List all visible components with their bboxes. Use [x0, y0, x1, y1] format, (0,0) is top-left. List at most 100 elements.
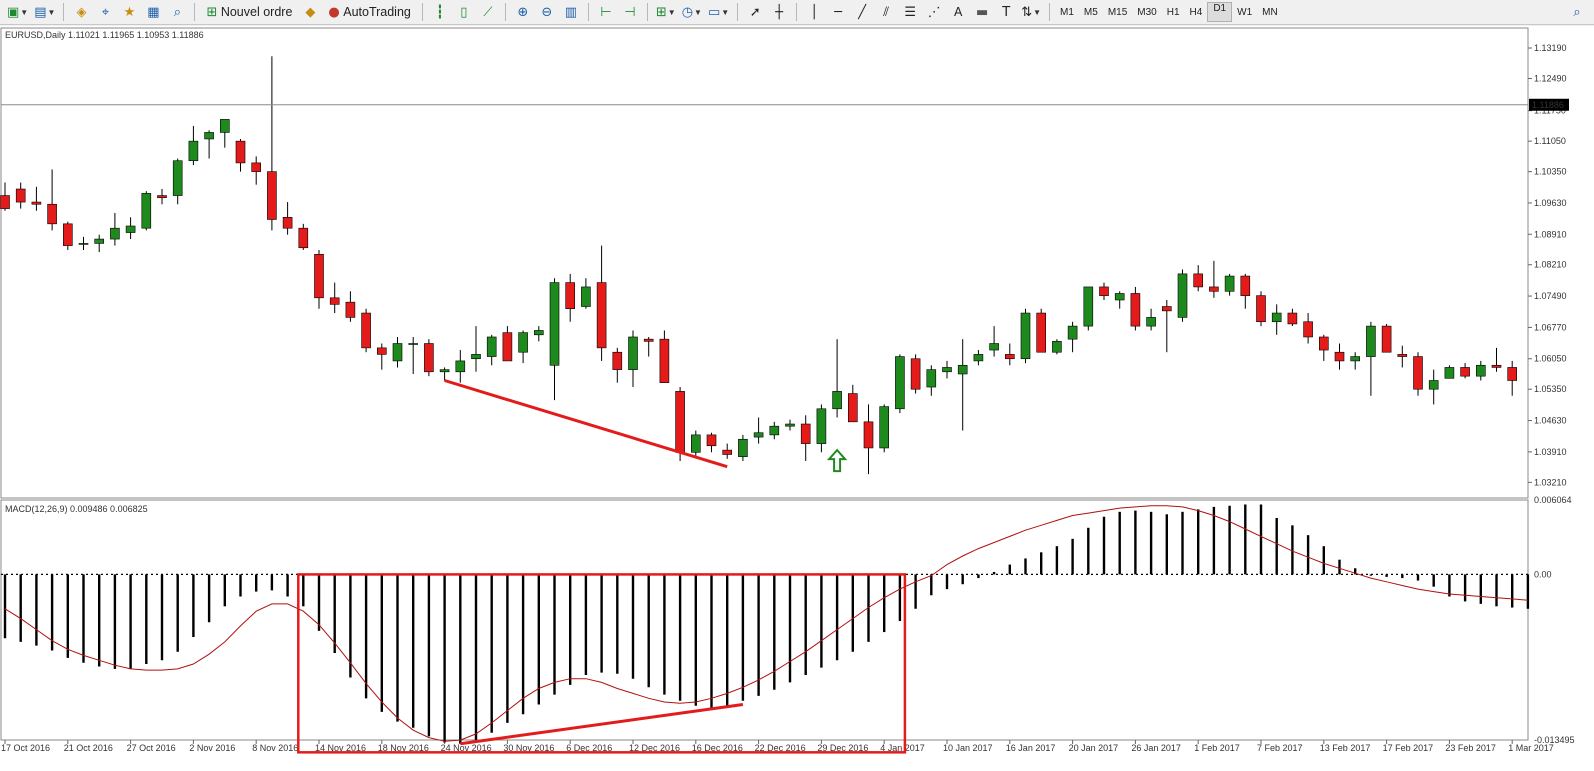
- bar-chart-button[interactable]: ┇: [429, 1, 451, 23]
- main-toolbar: ▣ ▼ ▤ ▼ ◈ ⌖ ★ ▦ ⌕ ⊞ Nouvel ordre ◆ ● AutoT…: [0, 0, 1594, 25]
- star-folder-icon: ★: [123, 4, 136, 20]
- trendline-button[interactable]: ╱: [851, 1, 873, 23]
- candle: [345, 291, 356, 322]
- timeframe-h1[interactable]: H1: [1166, 6, 1180, 18]
- chart-canvas[interactable]: 1.131901.124901.117501.110501.103501.096…: [0, 26, 1594, 771]
- candle: [1334, 343, 1345, 370]
- text-box-button[interactable]: T: [995, 1, 1017, 23]
- chart-window[interactable]: 1.131901.124901.117501.110501.103501.096…: [0, 26, 1594, 771]
- text-tool-button[interactable]: A: [947, 1, 969, 23]
- timeframe-m30[interactable]: M30: [1137, 6, 1157, 18]
- candle: [659, 330, 670, 383]
- equidistant-channel-button[interactable]: ⫽: [875, 1, 897, 23]
- auto-scroll-icon: ⊢: [600, 4, 612, 20]
- date-tick-label: 7 Feb 2017: [1257, 743, 1303, 753]
- vertical-line-icon: │: [810, 4, 819, 20]
- candle-body: [643, 338, 654, 342]
- candle-body: [910, 358, 921, 390]
- candle-body: [1381, 325, 1392, 353]
- crosshair-icon: ┼: [775, 4, 784, 20]
- candle-body: [502, 332, 513, 362]
- indicators-icon: ⊞: [655, 4, 667, 20]
- arrows-icon: ⇅: [1021, 4, 1033, 20]
- price-tick-label: 1.05350: [1534, 384, 1567, 394]
- date-tick-label: 13 Feb 2017: [1320, 743, 1371, 753]
- candle-body: [15, 188, 26, 203]
- auto-scroll-button[interactable]: ⊢: [595, 1, 617, 23]
- line-chart-button[interactable]: ⟋: [477, 1, 499, 23]
- fibonacci-fan-icon: ⋰: [927, 4, 941, 20]
- templates-button[interactable]: ▭ ▼: [707, 4, 730, 20]
- candle: [172, 158, 183, 205]
- timeframe-d1[interactable]: D1: [1207, 2, 1233, 22]
- new-order-button[interactable]: ⊞ Nouvel ordre: [201, 1, 297, 23]
- candle: [1177, 269, 1188, 322]
- candle: [1271, 304, 1282, 335]
- chart-shift-button[interactable]: ⊣: [619, 1, 641, 23]
- candle-body: [345, 301, 356, 318]
- candle: [141, 191, 152, 231]
- fibonacci-button[interactable]: ☰: [899, 1, 921, 23]
- navigator-button[interactable]: ★: [118, 1, 140, 23]
- timeframe-m1[interactable]: M1: [1060, 6, 1074, 18]
- candle: [78, 236, 89, 250]
- candle: [1476, 360, 1486, 381]
- date-tick-label: 23 Feb 2017: [1445, 743, 1496, 753]
- candle: [251, 156, 261, 185]
- fibonacci-fan-button[interactable]: ⋰: [923, 1, 945, 23]
- candle: [471, 326, 481, 372]
- autotrading-button[interactable]: ● AutoTrading: [323, 1, 415, 23]
- candle-body: [1004, 354, 1015, 360]
- profiles-button[interactable]: ▤ ▼: [34, 4, 56, 20]
- vertical-line-button[interactable]: │: [803, 1, 825, 23]
- terminal-button[interactable]: ▦: [142, 1, 164, 23]
- candle: [267, 56, 277, 231]
- search-button[interactable]: ⌕: [1566, 1, 1588, 23]
- candle-body: [1271, 312, 1282, 323]
- zoom-in-button[interactable]: ⊕: [512, 1, 534, 23]
- candlestick-chart-button[interactable]: ▯: [453, 1, 475, 23]
- candle-body: [549, 282, 560, 366]
- candle: [1083, 286, 1094, 331]
- text-label-button[interactable]: ▬: [971, 1, 993, 23]
- candle: [753, 417, 764, 444]
- price-tick-label: 1.03910: [1534, 447, 1567, 457]
- current-price-box: [1529, 98, 1569, 111]
- market-watch-button[interactable]: ◈: [70, 1, 92, 23]
- new-chart-button[interactable]: ▣ ▼: [7, 4, 29, 20]
- strategy-tester-button[interactable]: ⌕: [166, 1, 188, 23]
- candle-body: [1303, 321, 1313, 338]
- candle: [533, 326, 544, 342]
- candle: [738, 434, 748, 462]
- timeframe-mn[interactable]: MN: [1262, 6, 1278, 18]
- candle-body: [1067, 325, 1078, 340]
- candle: [989, 326, 999, 357]
- candle: [1319, 334, 1329, 361]
- periods-button[interactable]: ◷ ▼: [681, 4, 702, 20]
- channel-icon: ⫽: [883, 4, 890, 20]
- candle: [0, 182, 10, 211]
- candle: [408, 336, 419, 374]
- tile-windows-button[interactable]: ▥: [560, 1, 582, 23]
- timeframe-w1[interactable]: W1: [1237, 6, 1253, 18]
- indicators-button[interactable]: ⊞ ▼: [655, 4, 676, 20]
- candle-body: [1036, 312, 1046, 353]
- arrows-button[interactable]: ⇅ ▼: [1021, 4, 1042, 20]
- crosshair-tool-button[interactable]: ┼: [768, 1, 790, 23]
- market-watch-icon: ◈: [76, 4, 87, 20]
- horizontal-line-button[interactable]: ─: [827, 1, 849, 23]
- timeframe-m5[interactable]: M5: [1083, 6, 1098, 18]
- bar-chart-icon: ┇: [435, 4, 444, 20]
- candle: [1224, 273, 1235, 296]
- candle: [1036, 308, 1046, 353]
- candle: [47, 169, 57, 231]
- timeframe-m15[interactable]: M15: [1107, 6, 1128, 18]
- zoom-out-button[interactable]: ⊖: [536, 1, 558, 23]
- metaeditor-button[interactable]: ◆: [299, 1, 321, 23]
- candle-body: [1130, 293, 1141, 327]
- cursor-tool-button[interactable]: ➚: [744, 1, 766, 23]
- data-window-button[interactable]: ⌖: [94, 1, 116, 23]
- candle: [879, 404, 890, 453]
- timeframe-h4[interactable]: H4: [1189, 6, 1203, 18]
- candle: [1052, 339, 1062, 355]
